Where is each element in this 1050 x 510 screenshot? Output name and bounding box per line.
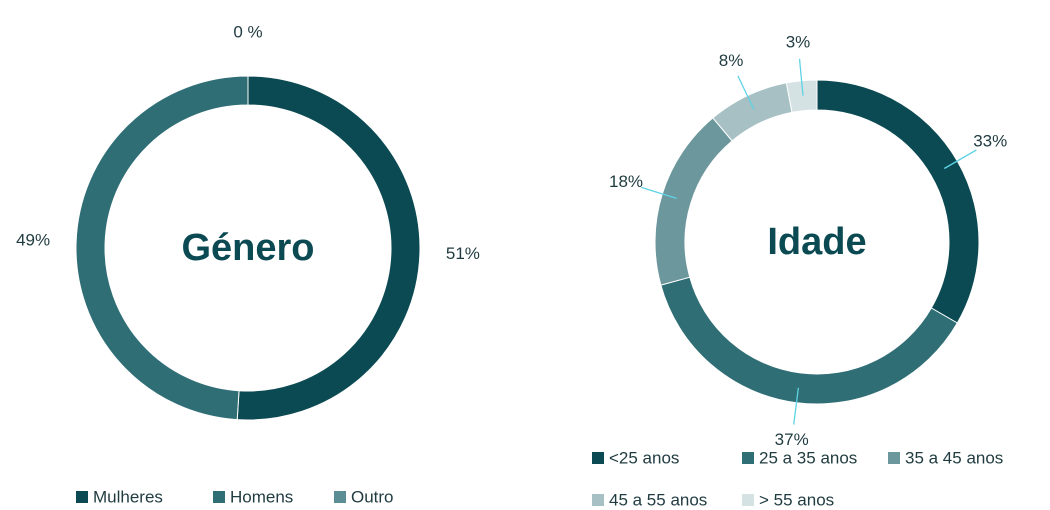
legend-swatch [213, 491, 225, 503]
legend-swatch [592, 452, 604, 464]
data-label: 33% [973, 131, 1007, 150]
legend-label: Mulheres [93, 487, 163, 506]
legend-label: 25 a 35 anos [759, 448, 857, 467]
leader-line [641, 186, 677, 199]
legend-swatch [76, 491, 88, 503]
legend-swatch [334, 491, 346, 503]
donut-segment [785, 79, 818, 113]
legend-label: > 55 anos [759, 490, 834, 509]
leader-line [943, 149, 977, 170]
legend-swatch [592, 494, 604, 506]
data-label: 51% [446, 244, 480, 263]
data-label: 18% [609, 172, 643, 191]
data-label: 8% [719, 51, 744, 70]
legend-label: 35 a 45 anos [905, 448, 1003, 467]
data-label: 49% [16, 231, 50, 250]
leader-line [793, 387, 800, 425]
legend-swatch [742, 494, 754, 506]
legend-label: <25 anos [609, 448, 679, 467]
data-label: 3% [786, 32, 811, 51]
donut-segment [712, 82, 793, 142]
legend-swatch [742, 452, 754, 464]
donut-segment [654, 117, 733, 286]
donut-segment [660, 276, 958, 405]
donut-segment [75, 75, 249, 421]
data-label: 0 % [233, 22, 262, 41]
legend-label: Outro [351, 487, 394, 506]
leader-line [798, 58, 804, 96]
donut-segment [816, 79, 980, 324]
legend-label: Homens [230, 487, 293, 506]
data-label: 37% [775, 430, 809, 449]
legend-swatch [888, 452, 900, 464]
legend-label: 45 a 55 anos [609, 490, 707, 509]
center-title: Idade [767, 221, 866, 263]
donut-segment [236, 75, 421, 421]
leader-line [737, 75, 755, 110]
center-title: Género [181, 227, 314, 269]
